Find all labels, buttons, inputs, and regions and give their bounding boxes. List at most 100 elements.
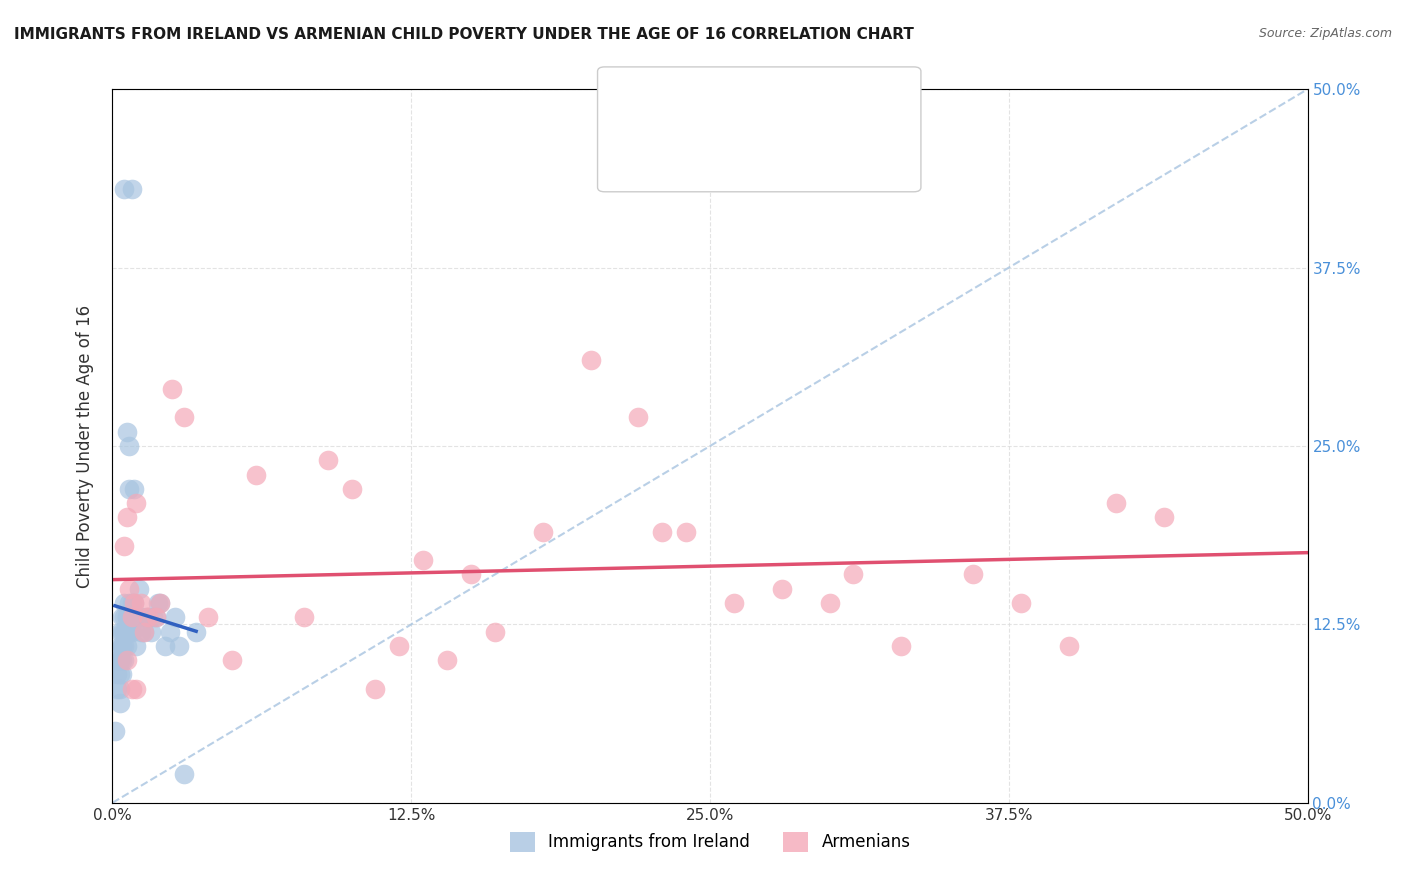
Point [111,624,134,639]
Point [108,639,131,653]
Point [121,624,143,639]
Point [114,624,135,639]
Point [316,453,339,467]
Point [121,182,143,196]
Point [122,596,145,610]
Point [118,582,141,596]
Point [149,596,172,610]
Point [651,524,673,539]
Point [1105,496,1128,510]
Point [245,467,267,482]
Point [125,496,148,510]
Point [108,681,131,696]
Point [173,410,195,425]
Point [121,596,143,610]
Point [121,681,143,696]
Point [132,624,155,639]
Point [115,639,138,653]
Point [125,639,148,653]
Point [114,596,135,610]
Point [111,639,134,653]
Point [484,624,506,639]
Point [108,653,131,667]
Point [114,653,135,667]
Point [114,539,135,553]
Point [105,667,128,681]
Point [118,596,141,610]
Point [145,610,167,624]
Point [114,610,135,624]
Point [115,510,138,524]
Point [108,667,131,681]
Point [1010,596,1032,610]
Point [186,624,208,639]
Text: Source: ZipAtlas.com: Source: ZipAtlas.com [1258,27,1392,40]
Text: R = 0.159   N = 43: R = 0.159 N = 43 [623,138,806,156]
Point [132,624,155,639]
Point [111,610,134,624]
Point [197,610,219,624]
Point [579,353,602,368]
Point [111,653,134,667]
Point [962,567,984,582]
Point [118,439,141,453]
Point [129,610,152,624]
Point [111,667,134,681]
Point [125,681,148,696]
Point [675,524,697,539]
Point [436,653,458,667]
Point [1057,639,1080,653]
Point [162,382,183,396]
Text: R = 0.321   N = 58: R = 0.321 N = 58 [623,94,804,112]
Point [118,610,141,624]
Point [842,567,865,582]
Point [128,582,150,596]
Y-axis label: Child Poverty Under the Age of 16: Child Poverty Under the Age of 16 [76,304,94,588]
Point [118,624,141,639]
Point [723,596,745,610]
Point [890,639,912,653]
Point [1153,510,1175,524]
Point [104,724,127,739]
Point [105,653,128,667]
Point [142,610,165,624]
Point [122,482,145,496]
Point [292,610,315,624]
Point [108,624,131,639]
Point [108,696,131,710]
Point [138,610,160,624]
Point [460,567,482,582]
Point [163,610,186,624]
Point [153,639,176,653]
Point [531,524,554,539]
Point [169,639,191,653]
Point [159,624,181,639]
Point [121,610,143,624]
Point [173,767,195,781]
Point [115,624,138,639]
Point [138,610,160,624]
Point [115,610,138,624]
Point [627,410,650,425]
Point [129,624,152,639]
Point [125,610,148,624]
Point [146,596,169,610]
Point [114,624,135,639]
Point [149,596,172,610]
Point [114,639,135,653]
Point [115,425,138,439]
Point [221,653,243,667]
Point [122,596,145,610]
Point [129,596,152,610]
Point [118,482,141,496]
Point [105,681,128,696]
Point [115,653,138,667]
Point [340,482,363,496]
Point [108,653,131,667]
Point [145,610,167,624]
Point [115,610,138,624]
Point [111,639,134,653]
Legend: Immigrants from Ireland, Armenians: Immigrants from Ireland, Armenians [503,825,917,859]
Point [818,596,841,610]
Point [770,582,793,596]
